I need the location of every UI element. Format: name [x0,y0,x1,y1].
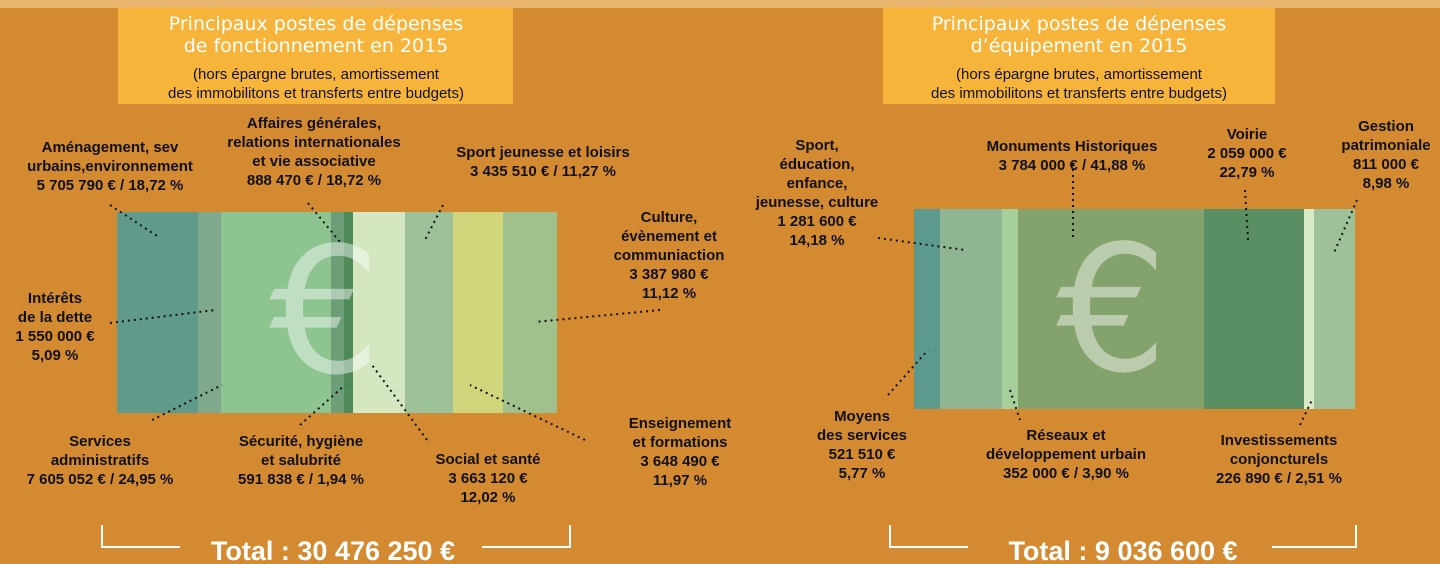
item-label: Voirie [1227,126,1268,143]
note: (hors épargne brutes, amortissement [956,66,1203,83]
item-label: Affaires générales, [247,115,381,132]
title: de fonctionnement en 2015 [184,35,449,57]
item-label: 7 605 052 € / 24,95 % [27,471,174,488]
item-label: 1 550 000 € [15,328,95,345]
euro-sign: € [269,211,380,414]
item-label: et salubrité [261,452,341,469]
item-label: 352 000 € / 3,90 % [1003,465,1129,482]
item-label: 3 648 490 € [640,453,720,470]
item-label: Intérêts [28,290,82,307]
note: des immobilitons et transferts entre bud… [931,85,1227,102]
item-label: 5,09 % [32,347,79,364]
top-strip [0,0,1440,8]
title: Principaux postes de dépenses [932,13,1227,35]
item-label: éducation, [779,156,854,173]
page: {"left": { "title": ["Principaux postes … [0,0,1440,564]
item-label: Sport, [795,137,838,154]
item-label: 3 435 510 € / 11,27 % [470,163,616,180]
item-label: 888 470 € / 18,72 % [247,172,381,189]
item-label: de la dette [18,309,92,326]
bracket [102,525,180,547]
item-label: 12,02 % [460,489,515,506]
item-label: 811 000 € [1353,156,1420,173]
bracket [482,525,570,547]
item-label: Moyens [834,408,890,425]
item-label: jeunesse, culture [755,194,879,211]
item-label: Aménagement, sev [42,139,179,156]
item-label: 2 059 000 € [1207,145,1287,162]
bracket [1272,525,1356,547]
euro-sign: € [1056,209,1167,412]
item-label: 5,77 % [839,465,886,482]
item-label: communiaction [614,247,725,264]
total: Total : 9 036 600 € [1008,536,1237,564]
item-label: 5 705 790 € / 18,72 % [37,177,184,194]
banknote: € [117,211,557,414]
item-label: Sport jeunesse et loisirs [456,144,629,161]
item-label: patrimoniale [1341,137,1430,154]
total: Total : 30 476 250 € [211,536,455,564]
item-label: 3 663 120 € [448,470,528,487]
item-label: évènement et [621,228,717,245]
item-label: Social et santé [435,451,540,468]
note: (hors épargne brutes, amortissement [193,66,440,83]
item-label: 3 387 980 € [629,266,709,283]
item-label: conjoncturels [1230,451,1328,468]
item-label: administratifs [51,452,149,469]
item-label: et formations [632,434,727,451]
item-label: des services [817,427,907,444]
item-label: 8,98 % [1363,175,1410,192]
item-label: 11,12 % [642,285,696,302]
item-label: Enseignement [629,415,732,432]
item-label: enfance, [787,175,848,192]
banknote: € [914,209,1355,412]
item-label: et vie associative [252,153,375,170]
item-label: 11,97 % [653,472,707,489]
item-label: Services [69,433,131,450]
title: d’équipement en 2015 [971,35,1188,57]
bracket [890,525,968,547]
item-label: 521 510 € [829,446,896,463]
item-label: 22,79 % [1219,164,1274,181]
item-label: relations internationales [227,134,400,151]
item-label: Investissements [1221,432,1338,449]
item-label: Sécurité, hygiène [239,433,363,450]
infographic: Principaux postes de dépenses de fonctio… [0,0,1440,564]
item-label: urbains,environnement [27,158,193,175]
item-label: 14,18 % [789,232,844,249]
title: Principaux postes de dépenses [169,13,464,35]
item-label: développement urbain [986,446,1146,463]
item-label: 591 838 € / 1,94 % [238,471,364,488]
item-label: Gestion [1358,118,1414,135]
note: des immobilitons et transferts entre bud… [168,85,464,102]
item-label: Réseaux et [1026,427,1105,444]
item-label: Monuments Historiques [987,138,1158,155]
item-label: 1 281 600 € [777,213,857,230]
item-label: 226 890 € / 2,51 % [1216,470,1342,487]
item-label: Culture, [641,209,698,226]
item-label: 3 784 000 € / 41,88 % [999,157,1146,174]
